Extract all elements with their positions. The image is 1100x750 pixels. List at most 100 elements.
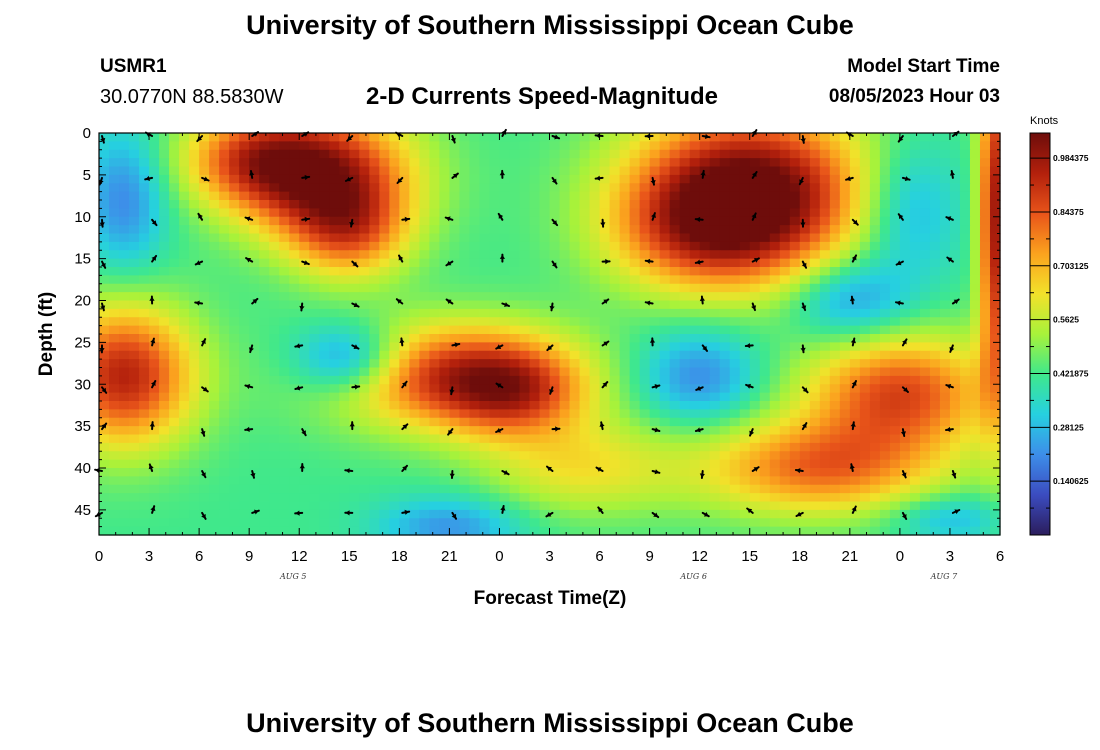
heatmap-cell bbox=[709, 317, 721, 327]
heatmap-cell bbox=[409, 149, 420, 159]
current-arrow bbox=[551, 260, 558, 269]
heatmap-cell bbox=[249, 493, 260, 503]
heatmap-cell bbox=[669, 275, 681, 285]
heatmap-cell bbox=[779, 225, 791, 235]
heatmap-cell bbox=[419, 233, 430, 243]
heatmap-cell bbox=[789, 518, 801, 528]
heatmap-cell bbox=[799, 267, 811, 276]
heatmap-cell bbox=[449, 158, 460, 168]
heatmap-cell bbox=[359, 158, 370, 168]
heatmap-cell bbox=[429, 300, 440, 310]
heatmap-cell bbox=[659, 468, 671, 477]
heatmap-cell bbox=[389, 308, 400, 318]
heatmap-cell bbox=[479, 250, 491, 260]
heatmap-cell bbox=[819, 392, 831, 402]
heatmap-cell bbox=[309, 216, 320, 226]
colorbar-tick-label: 0.140625 bbox=[1053, 476, 1089, 486]
heatmap-cell bbox=[809, 526, 821, 536]
heatmap-cell bbox=[869, 501, 881, 511]
heatmap-cell bbox=[979, 401, 991, 410]
heatmap-cell bbox=[199, 250, 210, 260]
heatmap-cell bbox=[879, 367, 891, 377]
heatmap-cell bbox=[459, 451, 471, 461]
heatmap-cell bbox=[119, 392, 130, 402]
heatmap-cell bbox=[969, 359, 981, 369]
heatmap-cell bbox=[199, 267, 210, 276]
heatmap-cell bbox=[289, 300, 300, 310]
heatmap-cell bbox=[529, 434, 541, 444]
heatmap-cell bbox=[119, 183, 130, 193]
heatmap-cell bbox=[869, 417, 881, 427]
heatmap-cell bbox=[469, 476, 481, 486]
heatmap-cell bbox=[939, 417, 951, 427]
heatmap-cell bbox=[289, 493, 300, 503]
heatmap-cell bbox=[539, 359, 551, 369]
heatmap-cell bbox=[509, 493, 521, 503]
heatmap-cell bbox=[939, 501, 951, 511]
heatmap-cell bbox=[199, 292, 210, 302]
heatmap-cell bbox=[739, 300, 751, 310]
heatmap-cell bbox=[859, 149, 871, 159]
heatmap-cell bbox=[809, 334, 821, 343]
heatmap-cell bbox=[639, 225, 651, 235]
heatmap-cell bbox=[909, 283, 921, 293]
heatmap-cell bbox=[639, 484, 651, 494]
heatmap-cell bbox=[359, 141, 370, 151]
heatmap-cell bbox=[249, 158, 260, 168]
heatmap-cell bbox=[799, 191, 811, 201]
heatmap-cell bbox=[659, 275, 671, 285]
heatmap-cell bbox=[949, 484, 961, 494]
heatmap-cell bbox=[799, 225, 811, 235]
heatmap-cell bbox=[359, 401, 370, 410]
heatmap-cell bbox=[709, 183, 721, 193]
heatmap-cell bbox=[539, 442, 551, 452]
heatmap-cell bbox=[729, 174, 741, 184]
heatmap-cell bbox=[229, 308, 240, 318]
heatmap-cell bbox=[299, 417, 310, 427]
heatmap-cell bbox=[989, 468, 1001, 477]
heatmap-cell bbox=[809, 468, 821, 477]
heatmap-cell bbox=[429, 200, 440, 209]
heatmap-cell bbox=[749, 401, 761, 410]
heatmap-cell bbox=[229, 325, 240, 335]
heatmap-cell bbox=[269, 308, 280, 318]
heatmap-cell bbox=[909, 350, 921, 360]
heatmap-cell bbox=[989, 367, 1001, 377]
heatmap-cell bbox=[159, 174, 170, 184]
heatmap-cell bbox=[539, 258, 551, 268]
heatmap-cell bbox=[899, 241, 911, 251]
heatmap-cell bbox=[859, 476, 871, 486]
heatmap-cell bbox=[689, 526, 701, 536]
heatmap-cell bbox=[669, 216, 681, 226]
heatmap-cell bbox=[599, 501, 611, 511]
heatmap-cell bbox=[379, 501, 390, 511]
heatmap-cell bbox=[969, 451, 981, 461]
heatmap-cell bbox=[709, 225, 721, 235]
heatmap-cell bbox=[959, 501, 971, 511]
y-tick-label: 0 bbox=[83, 125, 91, 142]
heatmap-cell bbox=[419, 141, 430, 151]
heatmap-cell bbox=[339, 526, 350, 536]
current-arrow bbox=[851, 218, 859, 226]
heatmap-cell bbox=[239, 308, 250, 318]
heatmap-cell bbox=[879, 200, 891, 209]
heatmap-cell bbox=[349, 241, 360, 251]
heatmap-cell bbox=[949, 375, 961, 385]
heatmap-cell bbox=[779, 501, 791, 511]
heatmap-cell bbox=[309, 342, 320, 352]
heatmap-cell bbox=[429, 267, 440, 276]
heatmap-cell bbox=[919, 267, 931, 276]
heatmap-cell bbox=[179, 442, 190, 452]
heatmap-cell bbox=[869, 392, 881, 402]
heatmap-cell bbox=[149, 442, 160, 452]
heatmap-cell bbox=[549, 158, 561, 168]
heatmap-cell bbox=[629, 233, 641, 243]
heatmap-cell bbox=[809, 409, 821, 419]
heatmap-cell bbox=[899, 392, 911, 402]
heatmap-cell bbox=[379, 392, 390, 402]
heatmap-cell bbox=[139, 459, 150, 469]
heatmap-cell bbox=[879, 334, 891, 343]
heatmap-cell bbox=[309, 300, 320, 310]
heatmap-cell bbox=[499, 258, 511, 268]
heatmap-cell bbox=[949, 267, 961, 276]
